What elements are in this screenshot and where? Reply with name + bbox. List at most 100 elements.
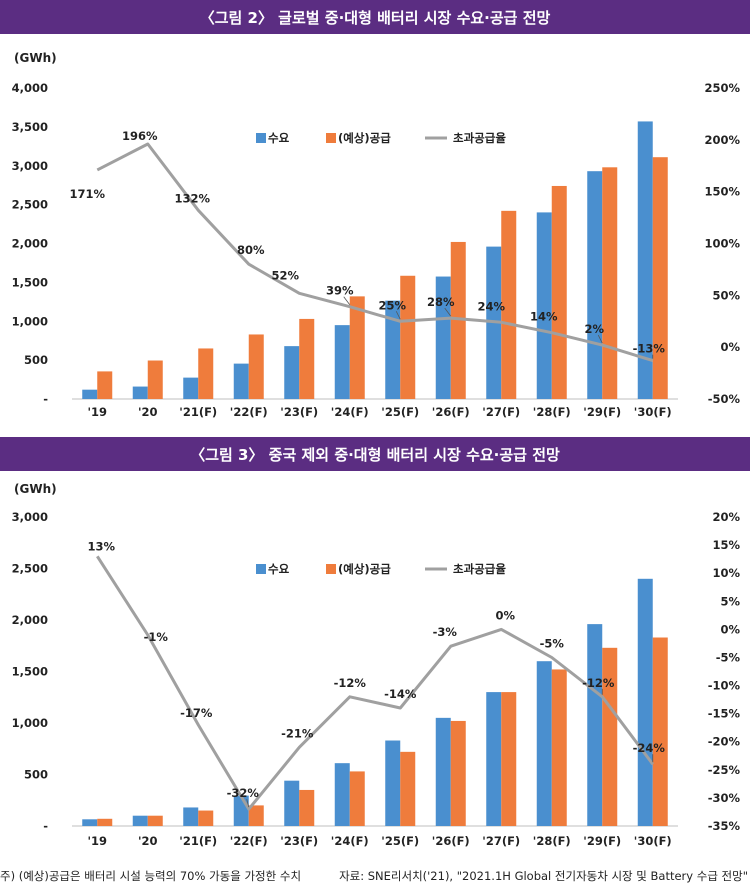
y2-tick-label: -35%	[708, 819, 741, 833]
category-label: '30(F)	[634, 834, 672, 848]
demand-bar	[284, 346, 300, 399]
y-tick-label: 500	[24, 768, 48, 782]
demand-bar	[82, 389, 98, 399]
demand-bar	[132, 386, 148, 399]
y2-tick-label: 0%	[720, 340, 740, 354]
category-label: '20	[138, 405, 158, 419]
overflow-rate-line	[96, 142, 654, 363]
legend-demand-swatch	[256, 133, 266, 143]
category-label: '23(F)	[280, 405, 318, 419]
supply-bar	[450, 241, 466, 399]
rate-label: 80%	[237, 243, 265, 257]
category-label: '29(F)	[583, 405, 621, 419]
rate-label: 196%	[122, 129, 158, 143]
y-tick-label: 2,500	[12, 562, 48, 576]
supply-bar	[97, 371, 113, 399]
category-label: '30(F)	[634, 405, 672, 419]
rate-label: 52%	[271, 268, 299, 282]
demand-bar	[637, 578, 653, 826]
rate-label: 25%	[378, 298, 406, 312]
y-tick-label: 1,000	[12, 314, 48, 328]
rate-label-leader	[343, 296, 351, 305]
demand-bar	[334, 763, 350, 826]
category-label: '28(F)	[533, 405, 571, 419]
demand-bar	[637, 121, 653, 400]
rate-label: -32%	[227, 786, 260, 800]
category-label: '28(F)	[533, 834, 571, 848]
supply-bar	[501, 692, 517, 826]
demand-bar	[385, 300, 401, 399]
category-label: '26(F)	[432, 405, 470, 419]
rate-label-leader	[246, 799, 250, 808]
y2-tick-label: -10%	[708, 679, 741, 693]
footer-note: 주) (예상)공급은 배터리 시설 능력의 70% 가동을 가정한 수치	[0, 869, 302, 883]
ex-china-battery-chart: (GWh) - 500 1,000 1,500 2,000 2,500 3,000 -35% -3…	[12, 482, 741, 848]
y-tick-label: 2,000	[12, 237, 48, 251]
y-tick-label: -	[43, 392, 48, 406]
category-label: '25(F)	[381, 405, 419, 419]
y2-tick-label: -50%	[708, 392, 741, 406]
rate-label: -13%	[633, 342, 666, 356]
legend-rate-label: 초과공급율	[453, 562, 506, 576]
y-tick-label: 3,000	[12, 159, 48, 173]
supply-bar	[501, 210, 517, 399]
demand-bar	[334, 325, 350, 399]
demand-bar	[536, 212, 552, 399]
rate-label-leader	[597, 334, 603, 344]
y2-tick-label: 200%	[704, 133, 740, 147]
supply-bar	[147, 360, 163, 399]
y2-tick-label: 20%	[712, 510, 740, 524]
rate-label: 39%	[326, 284, 354, 298]
rate-label: 171%	[69, 187, 105, 201]
rate-label: -14%	[384, 687, 417, 701]
category-label: '22(F)	[230, 405, 268, 419]
supply-bar	[602, 167, 618, 399]
rate-label: -24%	[633, 741, 666, 755]
rate-label: 13%	[87, 539, 115, 553]
global-battery-chart: (GWh) - 500 1,000 1,500 2,000 2,500 3,000 3,500 4…	[12, 51, 741, 419]
rate-label: -21%	[281, 726, 314, 740]
y2-tick-label: 100%	[704, 237, 740, 251]
y2-tick-label: -25%	[708, 763, 741, 777]
category-label: '22(F)	[230, 834, 268, 848]
rate-label: 24%	[477, 299, 505, 313]
rate-label: 0%	[495, 608, 515, 622]
y-tick-label: 1,500	[12, 665, 48, 679]
supply-bar	[97, 818, 113, 826]
category-label: '21(F)	[179, 834, 217, 848]
supply-bar	[652, 637, 668, 826]
demand-bar	[486, 692, 502, 826]
supply-bar	[299, 789, 315, 826]
demand-bar	[536, 661, 552, 826]
overflow-rate-line	[96, 555, 655, 811]
legend-supply-label: (예상)공급	[338, 131, 391, 145]
legend-supply-label: (예상)공급	[338, 562, 391, 576]
demand-bar	[132, 815, 148, 826]
rate-label: 28%	[427, 295, 455, 309]
y2-tick-label: 5%	[720, 594, 740, 608]
category-label: '19	[87, 834, 107, 848]
demand-bar	[435, 276, 451, 399]
y-tick-label: 2,500	[12, 198, 48, 212]
y-tick-label: 2,000	[12, 613, 48, 627]
category-label: '19	[87, 405, 107, 419]
category-label: '21(F)	[179, 405, 217, 419]
rate-label: -17%	[180, 706, 213, 720]
supply-bar	[400, 751, 416, 826]
supply-bar	[450, 720, 466, 826]
category-label: '20	[138, 834, 158, 848]
supply-bar	[349, 296, 365, 399]
y-tick-label: 1,000	[12, 716, 48, 730]
demand-bar	[435, 717, 451, 826]
category-label: '24(F)	[331, 834, 369, 848]
chart-1-title: 〈그림 2〉 글로벌 중·대형 배터리 시장 수요·공급 전망	[0, 0, 750, 34]
footer: 주) (예상)공급은 배터리 시설 능력의 70% 가동을 가정한 수치 자료:…	[0, 866, 750, 885]
demand-bar	[587, 624, 603, 826]
rate-label: -3%	[433, 625, 458, 639]
category-label: '27(F)	[482, 405, 520, 419]
category-label: '25(F)	[381, 834, 419, 848]
legend-demand-swatch	[256, 564, 266, 574]
rate-label: -5%	[540, 636, 565, 650]
rate-label: -12%	[582, 676, 615, 690]
demand-bar	[233, 363, 249, 399]
